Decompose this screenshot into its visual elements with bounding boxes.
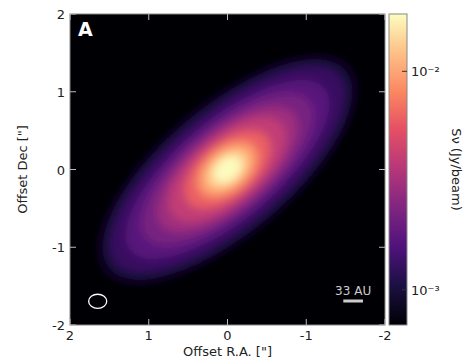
x-tick-label: -1 <box>300 328 313 343</box>
isophote <box>171 115 285 223</box>
isophote <box>70 23 385 317</box>
isophote <box>100 51 356 288</box>
image-area <box>70 14 385 324</box>
x-tick <box>227 14 228 20</box>
y-tick-label: 0 <box>57 163 65 178</box>
isophote <box>186 130 269 209</box>
isophote <box>118 68 337 271</box>
scale-bar-label: 33 AU <box>335 284 371 298</box>
y-tick <box>379 325 385 326</box>
y-axis-title: Offset Dec ["] <box>15 125 30 214</box>
isophote <box>208 151 246 188</box>
plot-frame <box>70 14 385 325</box>
x-tick <box>70 319 71 325</box>
isophote <box>198 141 257 198</box>
y-tick <box>379 91 385 92</box>
isophote <box>79 32 375 306</box>
disk <box>70 14 385 324</box>
y-tick <box>379 169 385 170</box>
y-tick <box>70 247 76 248</box>
y-tick <box>70 14 76 15</box>
x-tick <box>306 319 307 325</box>
colorbar-tick <box>402 71 407 72</box>
y-tick-label: -1 <box>52 240 65 255</box>
isophote <box>70 14 385 324</box>
figure: 33 AUA210-1-2-2-1012Offset R.A. ["]Offse… <box>0 0 465 364</box>
y-tick <box>379 247 385 248</box>
x-tick <box>306 14 307 20</box>
colorbar-tick-label: 10⁻³ <box>411 283 440 298</box>
scale-bar <box>343 300 363 303</box>
x-tick <box>70 14 71 20</box>
y-tick-label: -2 <box>52 318 65 333</box>
isophote <box>137 85 318 254</box>
colorbar-tick-label: 10⁻² <box>411 64 440 79</box>
x-tick <box>385 319 386 325</box>
x-tick <box>385 14 386 20</box>
x-tick-label: 1 <box>145 328 153 343</box>
x-tick-label: 0 <box>223 328 231 343</box>
x-tick <box>227 319 228 325</box>
y-tick-label: 2 <box>57 7 65 22</box>
x-tick <box>148 319 149 325</box>
y-tick <box>70 91 76 92</box>
x-axis-title: Offset R.A. ["] <box>183 344 272 359</box>
y-tick-label: 1 <box>57 85 65 100</box>
x-tick-label: -2 <box>379 328 392 343</box>
isophote <box>152 99 303 241</box>
x-tick-label: 2 <box>66 328 74 343</box>
y-tick <box>70 169 76 170</box>
y-tick <box>70 325 76 326</box>
colorbar-tick <box>402 289 407 290</box>
colorbar-title: Sν (Jy/beam) <box>449 128 464 211</box>
colorbar <box>389 14 407 325</box>
y-tick <box>379 14 385 15</box>
panel-label: A <box>78 18 93 40</box>
beam <box>89 294 107 308</box>
x-tick <box>148 14 149 20</box>
